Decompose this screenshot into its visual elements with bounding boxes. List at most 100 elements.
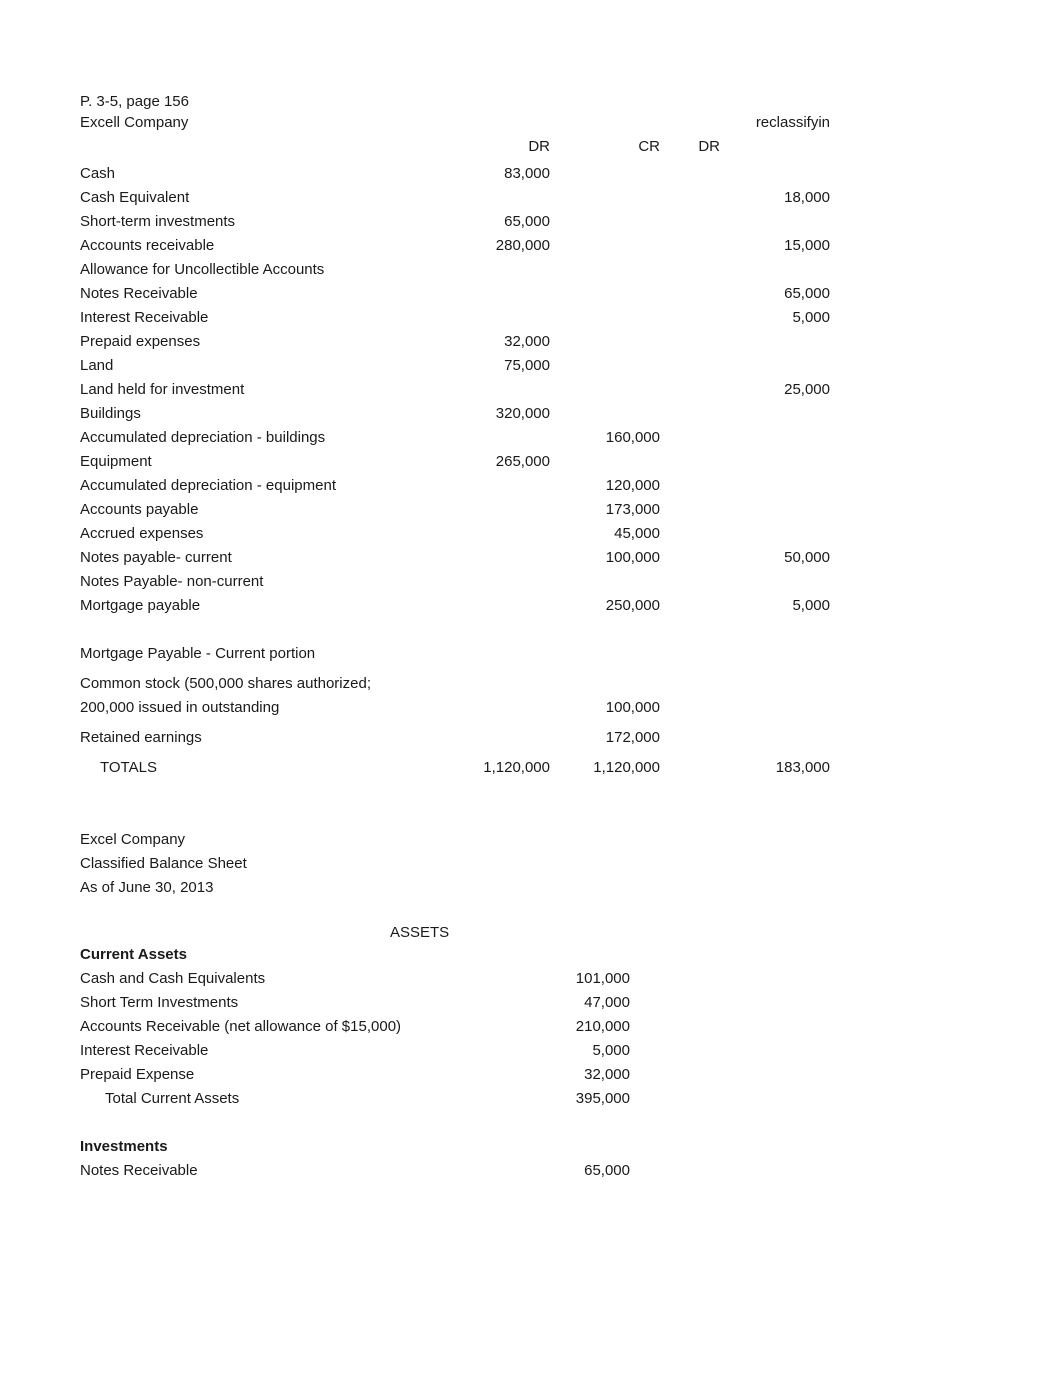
account-label: Interest Receivable: [80, 1039, 510, 1063]
reclass-value: 50,000: [720, 546, 830, 570]
table-row: Equipment265,000: [80, 450, 982, 474]
table-row: Short-term investments65,000: [80, 210, 982, 234]
table-row: Retained earnings 172,000: [80, 726, 982, 750]
cr-value: 250,000: [560, 594, 670, 618]
account-value: 32,000: [510, 1063, 630, 1087]
table-row: Mortgage Payable - Current portion: [80, 642, 982, 666]
dr-value: 265,000: [450, 450, 560, 474]
account-label: Accounts payable: [80, 498, 450, 522]
account-label: Retained earnings: [80, 726, 450, 750]
cr-value: 172,000: [560, 726, 670, 750]
company-row: Excell Company reclassifyin: [80, 114, 982, 138]
table-row: Notes payable- current 100,000 50,000: [80, 546, 982, 570]
dr-header: DR: [450, 138, 560, 155]
account-label: Cash: [80, 162, 450, 186]
account-label: Common stock (500,000 shares authorized;: [80, 672, 450, 696]
cr-value: 173,000: [560, 498, 670, 522]
account-label: Notes Receivable: [80, 1159, 510, 1183]
table-row: Prepaid Expense32,000: [80, 1063, 982, 1087]
totals-row: TOTALS 1,120,000 1,120,000 183,000: [80, 756, 982, 780]
account-label: Notes payable- current: [80, 546, 450, 570]
totals-label: TOTALS: [80, 756, 450, 780]
investments-heading: Investments: [80, 1135, 982, 1159]
dr-value: 32,000: [450, 330, 560, 354]
dr-value: 65,000: [450, 210, 560, 234]
account-label: Accrued expenses: [80, 522, 450, 546]
page-ref-text: P. 3-5, page 156: [80, 90, 189, 114]
account-label: Land held for investment: [80, 378, 450, 402]
company-name: Excell Company: [80, 114, 450, 131]
table-row: Notes Payable- non-current: [80, 570, 982, 594]
bs-title: Classified Balance Sheet: [80, 852, 982, 876]
table-row: Land75,000: [80, 354, 982, 378]
total-value: 395,000: [510, 1087, 630, 1111]
reclass-header: reclassifyin: [720, 114, 830, 131]
account-label: Mortgage Payable - Current portion: [80, 642, 450, 666]
dr2-header: DR: [670, 138, 720, 155]
reclass-value: 5,000: [720, 306, 830, 330]
bs-company: Excel Company: [80, 828, 982, 852]
reclass-value: 18,000: [720, 186, 830, 210]
page-reference: P. 3-5, page 156: [80, 90, 982, 114]
account-label: Accumulated depreciation - buildings: [80, 426, 450, 450]
table-row: Accumulated depreciation - equipment 120,…: [80, 474, 982, 498]
table-row: Mortgage payable 250,000 5,000: [80, 594, 982, 618]
table-row: Accumulated depreciation - buildings 160,…: [80, 426, 982, 450]
totals-dr: 1,120,000: [450, 756, 560, 780]
account-label: Buildings: [80, 402, 450, 426]
dr-value: 83,000: [450, 162, 560, 186]
account-label: Allowance for Uncollectible Accounts: [80, 258, 450, 282]
table-row: Interest Receivable5,000: [80, 1039, 982, 1063]
table-row: Common stock (500,000 shares authorized;: [80, 672, 982, 696]
table-row: Prepaid expenses32,000: [80, 330, 982, 354]
totals-cr: 1,120,000: [560, 756, 670, 780]
account-label: Cash and Cash Equivalents: [80, 967, 510, 991]
account-label: Short Term Investments: [80, 991, 510, 1015]
account-label: Interest Receivable: [80, 306, 450, 330]
account-label: Cash Equivalent: [80, 186, 450, 210]
reclass-value: 5,000: [720, 594, 830, 618]
table-row: Allowance for Uncollectible Accounts: [80, 258, 982, 282]
account-label: Accumulated depreciation - equipment: [80, 474, 450, 498]
table-row: Accounts payable 173,000: [80, 498, 982, 522]
account-label: Mortgage payable: [80, 594, 450, 618]
table-row: Buildings320,000: [80, 402, 982, 426]
account-label: Equipment: [80, 450, 450, 474]
table-row: Total Current Assets 395,000: [80, 1087, 982, 1111]
account-label: Prepaid Expense: [80, 1063, 510, 1087]
dr-value: 280,000: [450, 234, 560, 258]
cr-value: 100,000: [560, 546, 670, 570]
table-row: Cash and Cash Equivalents101,000: [80, 967, 982, 991]
account-label: Short-term investments: [80, 210, 450, 234]
account-value: 47,000: [510, 991, 630, 1015]
account-label: Notes Payable- non-current: [80, 570, 450, 594]
table-row: Interest Receivable 5,000: [80, 306, 982, 330]
total-label: Total Current Assets: [80, 1087, 510, 1111]
account-value: 210,000: [510, 1015, 630, 1039]
cr-value: 100,000: [560, 696, 670, 720]
table-row: Land held for investment 25,000: [80, 378, 982, 402]
assets-heading: ASSETS: [80, 924, 982, 941]
cr-value: 120,000: [560, 474, 670, 498]
table-row: Short Term Investments47,000: [80, 991, 982, 1015]
cr-value: 160,000: [560, 426, 670, 450]
reclass-value: 65,000: [720, 282, 830, 306]
current-assets-heading: Current Assets: [80, 943, 982, 967]
account-value: 101,000: [510, 967, 630, 991]
reclass-value: 15,000: [720, 234, 830, 258]
account-label: Notes Receivable: [80, 282, 450, 306]
bs-date: As of June 30, 2013: [80, 876, 982, 900]
account-label: Accounts receivable: [80, 234, 450, 258]
account-value: 5,000: [510, 1039, 630, 1063]
table-row: 200,000 issued in outstanding 100,000: [80, 696, 982, 720]
reclass-value: 25,000: [720, 378, 830, 402]
cr-value: 45,000: [560, 522, 670, 546]
dr-value: 320,000: [450, 402, 560, 426]
account-label: 200,000 issued in outstanding: [80, 696, 450, 720]
dr-value: 75,000: [450, 354, 560, 378]
table-row: Accrued expenses 45,000: [80, 522, 982, 546]
table-row: Notes Receivable65,000: [80, 1159, 982, 1183]
account-label: Accounts Receivable (net allowance of $1…: [80, 1015, 510, 1039]
totals-reclass: 183,000: [720, 756, 830, 780]
table-row: Cash83,000: [80, 162, 982, 186]
